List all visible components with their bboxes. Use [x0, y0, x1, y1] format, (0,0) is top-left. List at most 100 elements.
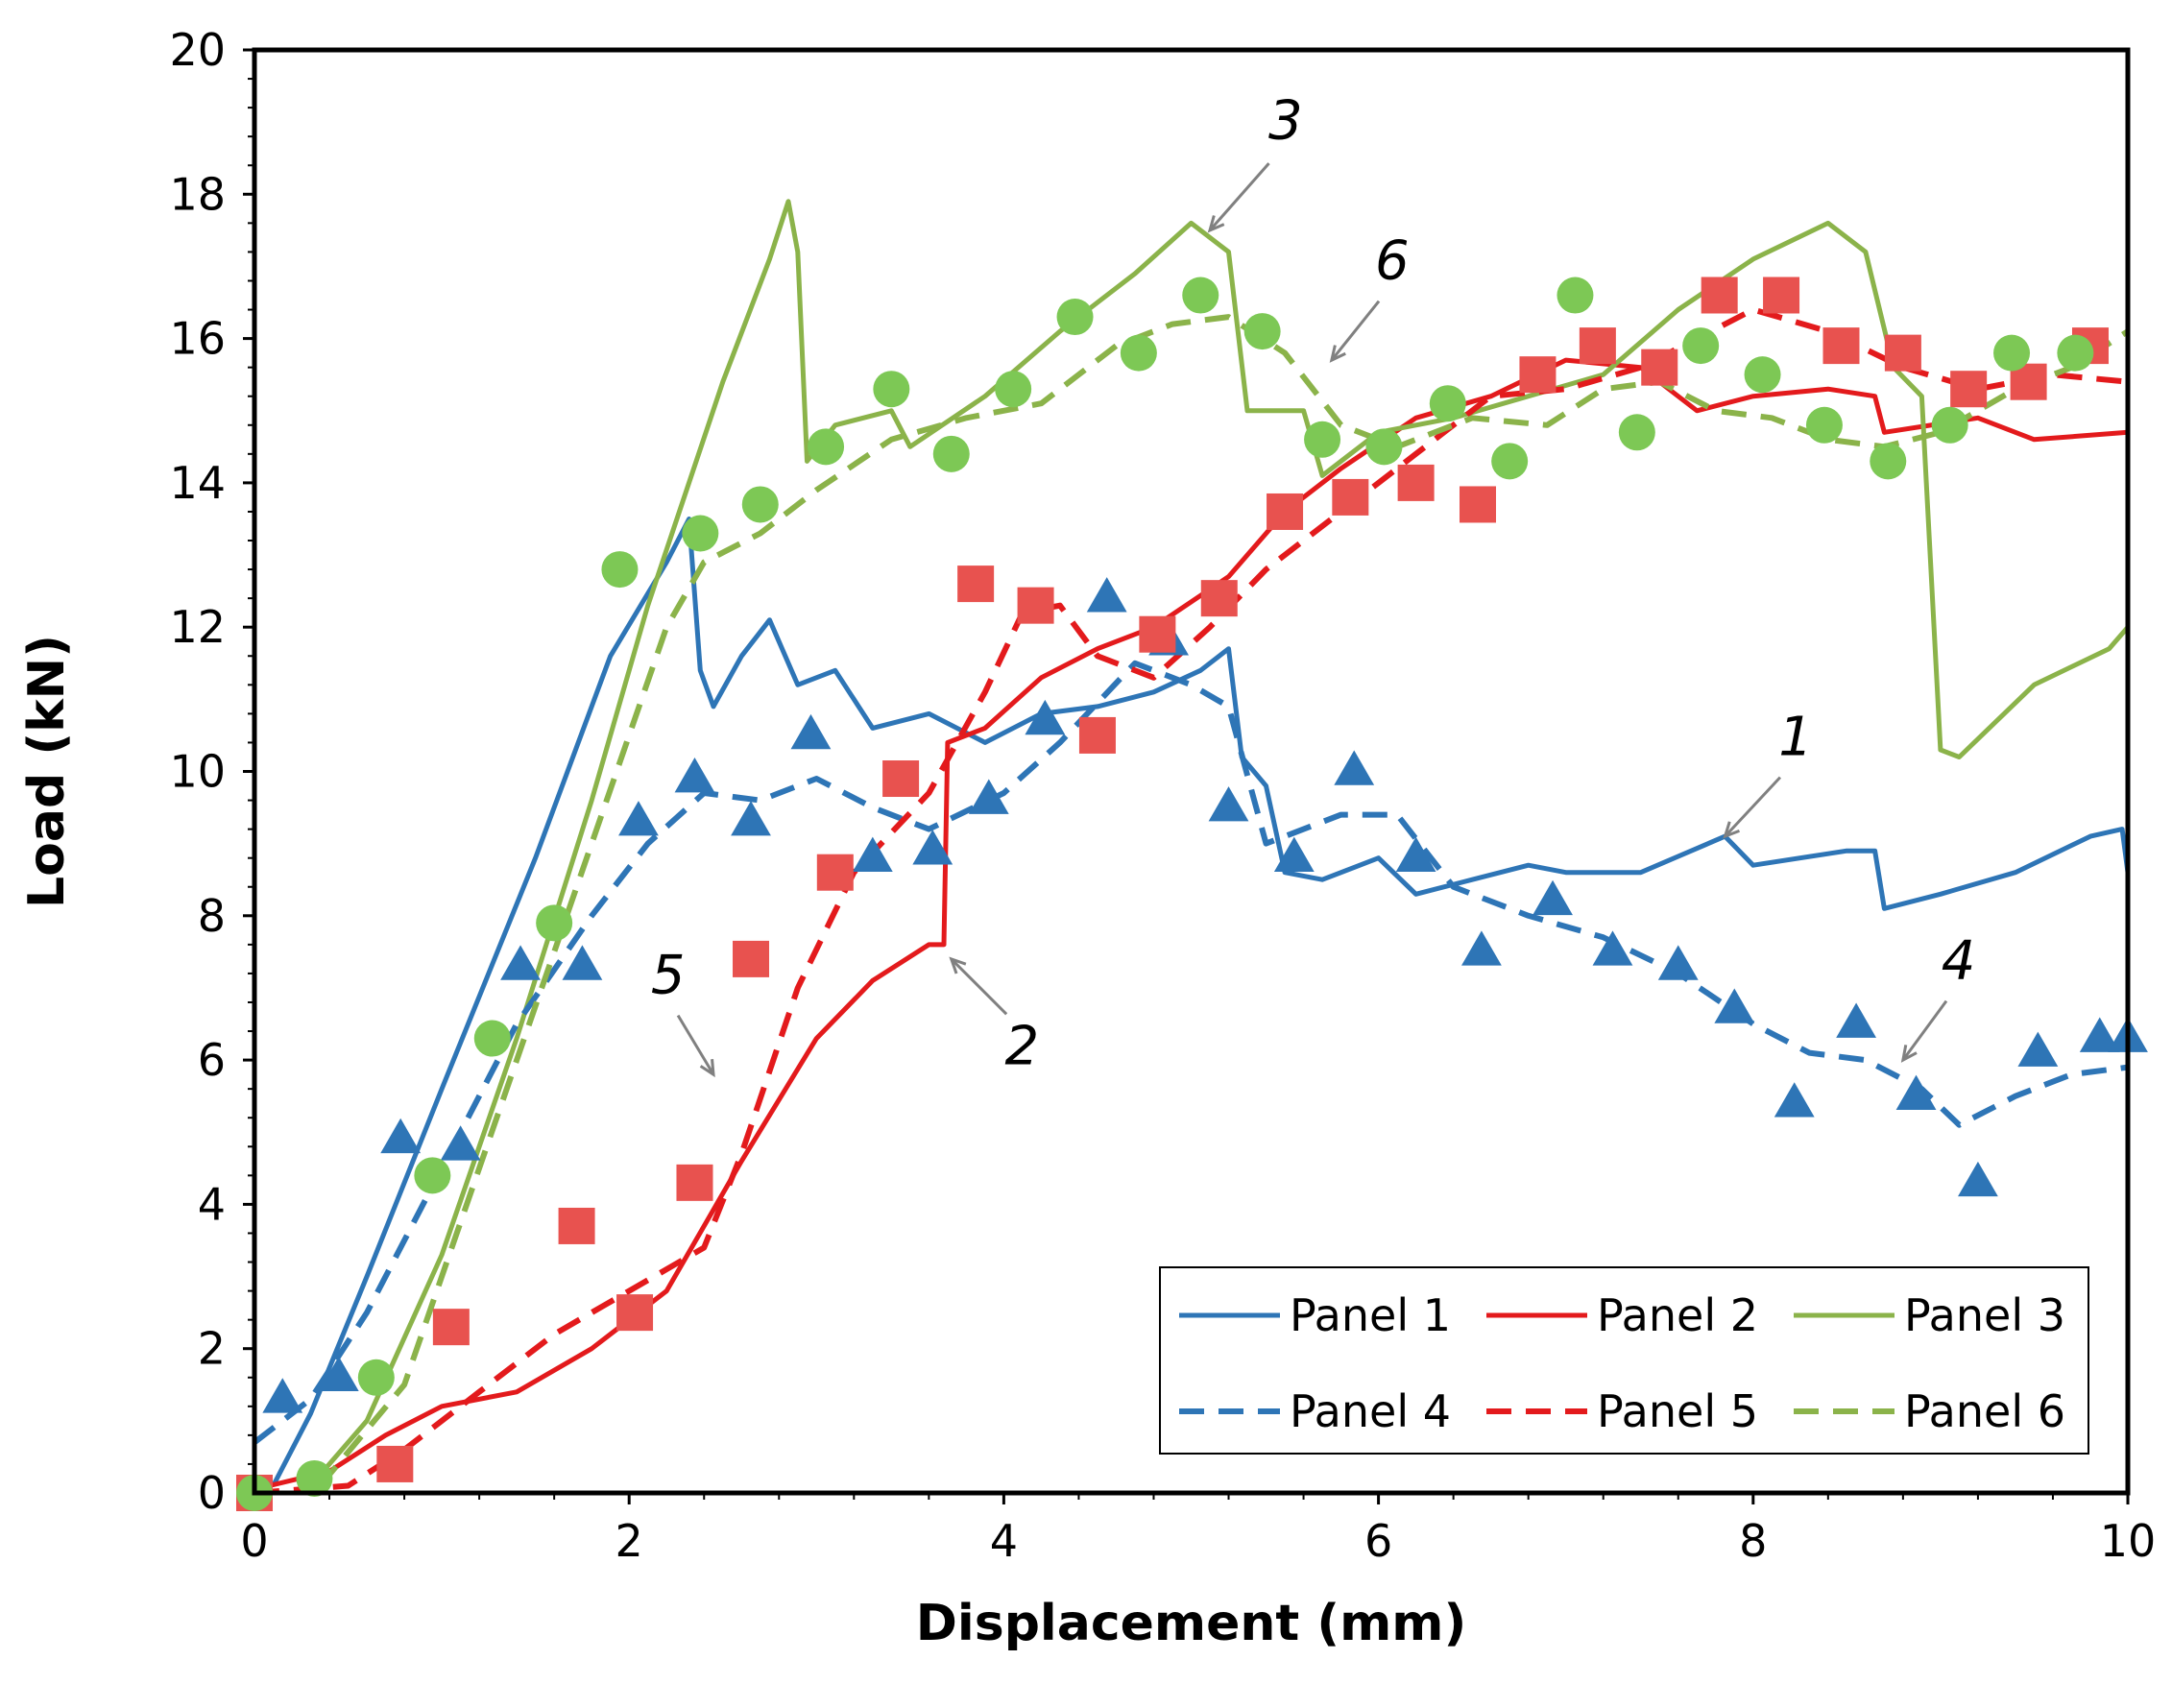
- marker-panel-4: [618, 801, 659, 836]
- marker-panel-4: [1086, 577, 1127, 613]
- y-tick-label: 6: [198, 1034, 226, 1086]
- marker-panel-6: [1805, 406, 1843, 444]
- series-markers: [236, 277, 2148, 1511]
- marker-panel-6: [682, 515, 719, 552]
- marker-panel-6: [995, 371, 1032, 408]
- marker-panel-6: [601, 551, 639, 589]
- marker-panel-6: [1243, 313, 1281, 350]
- marker-panel-4: [731, 801, 771, 836]
- marker-panel-6: [741, 486, 779, 523]
- marker-panel-4: [2017, 1031, 2059, 1067]
- marker-panel-5: [1701, 277, 1738, 314]
- x-tick-label: 8: [1739, 1515, 1767, 1567]
- marker-panel-4: [1714, 988, 1755, 1023]
- x-tick-label: 4: [990, 1515, 1018, 1567]
- marker-panel-5: [733, 940, 770, 977]
- marker-panel-5: [676, 1164, 713, 1201]
- x-axis-title: Displacement (mm): [916, 1595, 1467, 1652]
- marker-panel-5: [1884, 334, 1921, 372]
- marker-panel-5: [1397, 464, 1435, 501]
- marker-panel-5: [1078, 716, 1116, 754]
- marker-panel-6: [1182, 277, 1219, 314]
- marker-panel-4: [1273, 836, 1315, 872]
- x-tick-labels: 0 2 4 6 8 10: [240, 1515, 2156, 1567]
- annotation-label-3: 3: [1268, 90, 1303, 153]
- marker-panel-5: [1579, 327, 1616, 365]
- annotation-label-4: 4: [1942, 929, 1976, 992]
- marker-panel-4: [2079, 1017, 2120, 1052]
- marker-panel-5: [1332, 478, 1369, 516]
- marker-panel-4: [440, 1125, 481, 1161]
- marker-panel-6: [1365, 428, 1403, 466]
- marker-panel-4: [1208, 786, 1249, 822]
- x-tick-label: 6: [1364, 1515, 1392, 1567]
- annotation-arrowhead-4: [1900, 1045, 1918, 1063]
- marker-panel-6: [1491, 443, 1529, 480]
- legend-label-panel-6: Panel 6: [1904, 1385, 2065, 1437]
- legend: Panel 1 Panel 2 Panel 3 Panel 4 Panel 5 Panel…: [1159, 1266, 2089, 1455]
- marker-panel-4: [262, 1378, 303, 1413]
- marker-panel-5: [1763, 277, 1800, 314]
- y-tick-label: 18: [169, 168, 226, 220]
- marker-panel-4: [318, 1356, 359, 1392]
- marker-panel-4: [1395, 836, 1436, 872]
- annotation-arrowhead-3: [1207, 215, 1225, 233]
- marker-panel-6: [1304, 421, 1341, 458]
- annotation-arrowhead-1: [1723, 821, 1740, 839]
- annotation-arrow-3: [1208, 162, 1270, 231]
- marker-panel-5: [558, 1207, 595, 1244]
- annotation-arrow-2: [950, 957, 1008, 1016]
- marker-panel-4: [852, 836, 893, 872]
- marker-panel-5: [882, 760, 920, 798]
- y-tick-label: 0: [198, 1467, 226, 1519]
- marker-panel-6: [1993, 334, 2031, 372]
- y-axis-title: Load (kN): [18, 635, 76, 908]
- x-tick-label: 2: [615, 1515, 643, 1567]
- marker-panel-4: [1958, 1161, 1998, 1197]
- annotation-arrow-5: [676, 1014, 715, 1075]
- marker-panel-4: [1895, 1074, 1937, 1110]
- annotation-label-6: 6: [1375, 229, 1410, 292]
- y-tick-label: 2: [198, 1323, 226, 1375]
- marker-panel-6: [873, 371, 910, 408]
- marker-panel-4: [500, 945, 541, 980]
- legend-label-panel-2: Panel 2: [1597, 1289, 1758, 1341]
- series-line-panel-4: [253, 660, 2129, 1445]
- marker-panel-6: [1120, 334, 1157, 372]
- marker-panel-4: [1657, 945, 1699, 980]
- annotation-label-1: 1: [1778, 706, 1813, 768]
- y-tick-label: 14: [169, 457, 226, 509]
- marker-panel-6: [1682, 327, 1720, 365]
- marker-panel-5: [616, 1294, 654, 1332]
- marker-panel-5: [1641, 349, 1678, 386]
- marker-panel-6: [1744, 356, 1781, 394]
- marker-panel-4: [1836, 1002, 1877, 1038]
- marker-panel-4: [1461, 930, 1502, 966]
- annotation-arrowhead-5: [699, 1059, 715, 1078]
- marker-panel-5: [957, 565, 995, 603]
- marker-panel-6: [1429, 385, 1466, 422]
- annotation-arrow-4: [1901, 999, 1948, 1061]
- annotation-arrow-1: [1724, 776, 1782, 838]
- x-tick-label: 0: [240, 1515, 268, 1567]
- marker-panel-5: [1139, 615, 1176, 653]
- y-tick-labels: 0 2 4 6 8 10 12 14 16 18 20: [169, 24, 226, 1519]
- annotation-arrowhead-2: [949, 956, 967, 974]
- legend-box: [1159, 1266, 2089, 1455]
- marker-panel-4: [1025, 699, 1066, 735]
- legend-label-panel-5: Panel 5: [1597, 1385, 1758, 1437]
- marker-panel-5: [1017, 587, 1054, 624]
- annotations: 1 2 3 4 5 6: [651, 90, 1976, 1078]
- marker-panel-5: [432, 1309, 470, 1346]
- marker-panel-4: [380, 1118, 422, 1154]
- legend-label-panel-4: Panel 4: [1290, 1385, 1451, 1437]
- marker-panel-6: [1056, 299, 1094, 336]
- marker-panel-4: [912, 830, 953, 865]
- marker-panel-5: [1267, 493, 1304, 530]
- plot-frame: [252, 47, 2131, 1496]
- marker-panel-5: [1950, 371, 1988, 408]
- marker-panel-5: [1822, 327, 1860, 365]
- annotation-arrowhead-6: [1329, 345, 1346, 363]
- marker-panel-6: [2057, 334, 2094, 372]
- marker-panel-6: [1931, 406, 1968, 444]
